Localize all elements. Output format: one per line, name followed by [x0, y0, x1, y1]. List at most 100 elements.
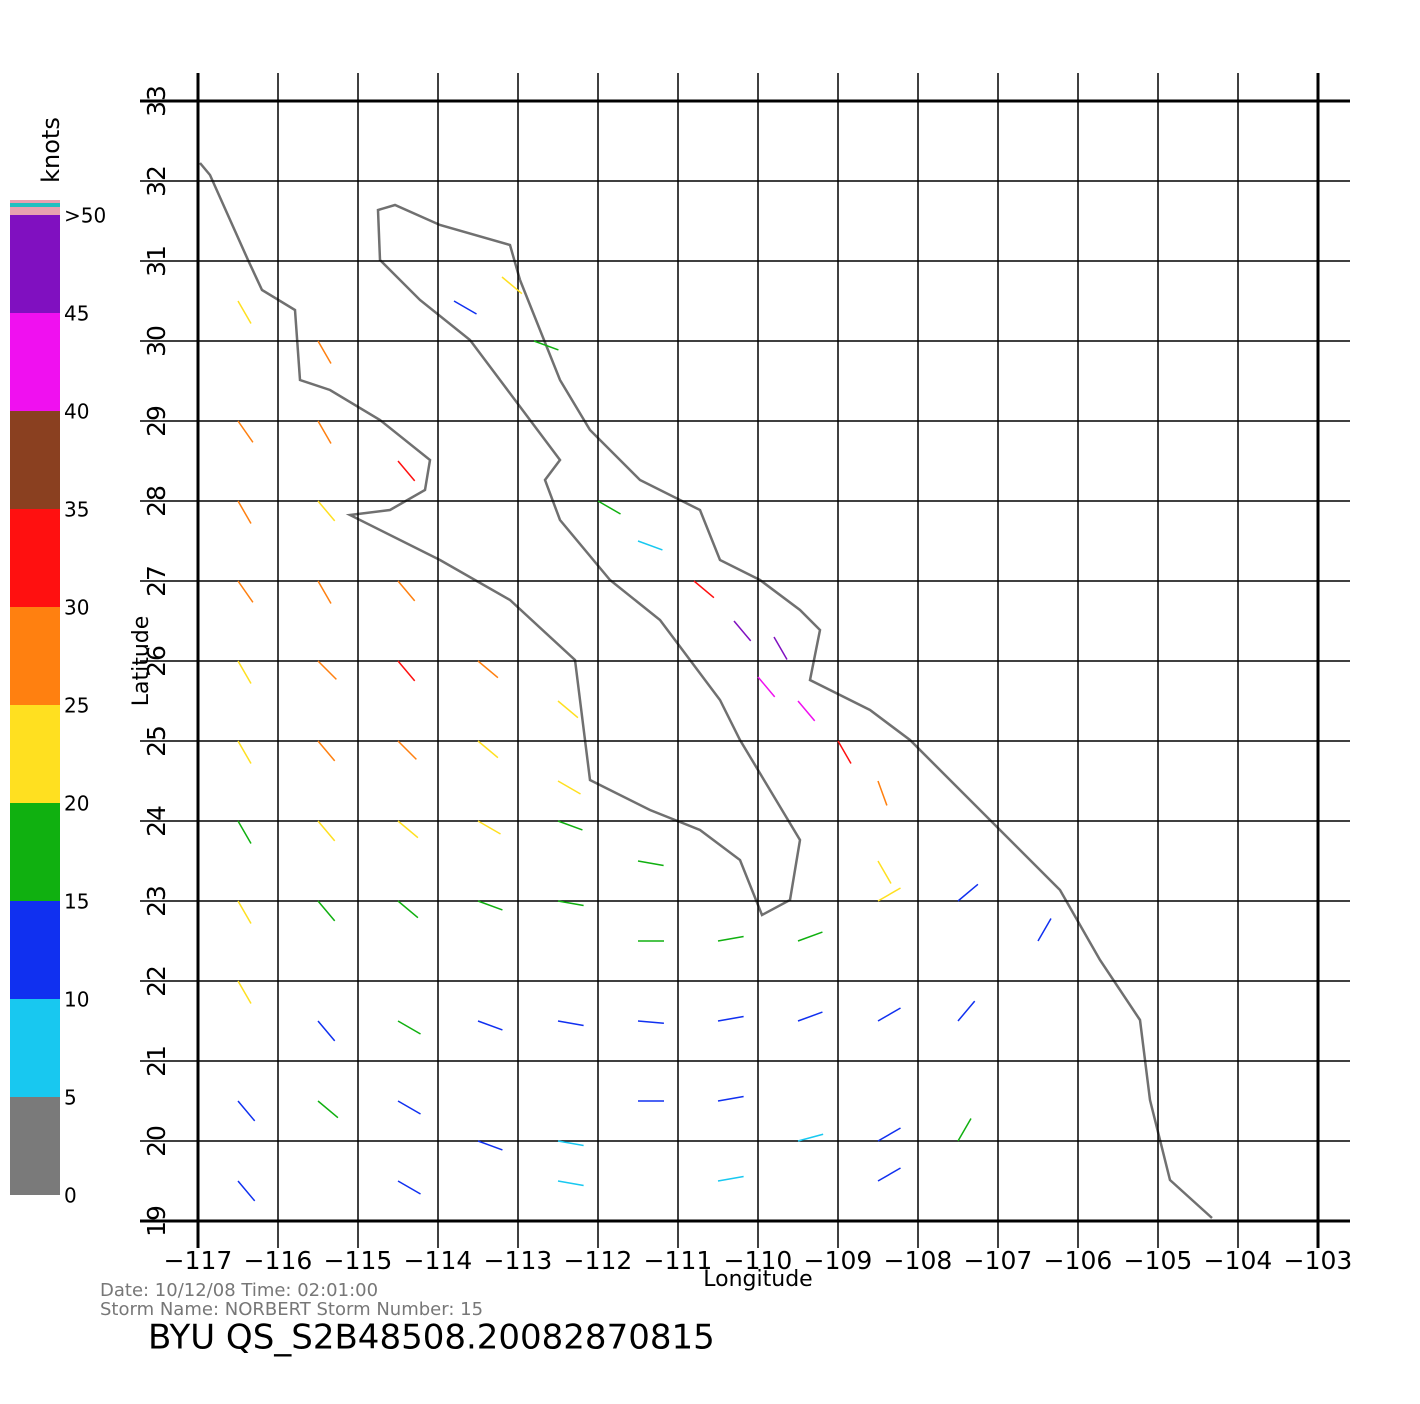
wind-vector	[317, 1020, 336, 1042]
wind-vector	[317, 500, 336, 522]
y-tick-label: 25	[142, 725, 171, 757]
mainland-coast	[518, 279, 1213, 1219]
wind-vector	[957, 1118, 972, 1142]
wind-vector	[397, 580, 416, 602]
wind-vector	[557, 700, 579, 719]
colorbar-top-stripe	[10, 203, 60, 207]
wind-vector	[877, 1167, 901, 1182]
wind-vector	[717, 1175, 744, 1182]
x-tick-label: −111	[644, 1246, 713, 1275]
wind-vector	[877, 860, 892, 884]
x-tick-label: −115	[324, 1246, 393, 1275]
wind-vector	[477, 820, 501, 835]
wind-vector	[597, 500, 621, 515]
colorbar-label: 25	[64, 694, 89, 718]
wind-vector	[877, 1007, 901, 1022]
colorbar-label: 30	[64, 596, 89, 620]
colorbar-segment	[10, 803, 60, 901]
wind-vector	[237, 660, 252, 684]
wind-vector	[797, 1133, 824, 1142]
colorbar-title: knots	[37, 117, 65, 183]
wind-vector	[317, 420, 332, 444]
wind-vector	[317, 740, 336, 762]
x-tick-label: −109	[804, 1246, 873, 1275]
storm-note: Storm Name: NORBERT Storm Number: 15	[100, 1299, 483, 1320]
wind-vector	[797, 931, 823, 942]
date-note: Date: 10/12/08 Time: 02:01:00	[100, 1280, 378, 1301]
x-axis-label: Longitude	[703, 1267, 812, 1292]
wind-vector	[317, 340, 332, 364]
wind-vector	[717, 935, 744, 942]
colorbar-label: 35	[64, 498, 89, 522]
wind-vector	[477, 1020, 503, 1031]
wind-vector	[317, 580, 332, 604]
wind-vector	[397, 1180, 421, 1195]
wind-vector	[237, 1100, 256, 1122]
wind-vector	[317, 660, 337, 680]
x-tick-label: −103	[1284, 1246, 1353, 1275]
peninsula-coast	[199, 162, 802, 917]
coastline	[199, 162, 1213, 1219]
colorbar-segment	[10, 1097, 60, 1195]
wind-vector	[877, 780, 888, 806]
wind-vector	[317, 820, 336, 842]
colorbar-top	[10, 200, 60, 215]
y-tick-label: 20	[142, 1125, 171, 1157]
wind-vector	[237, 1180, 256, 1202]
wind-vector	[397, 460, 416, 482]
x-tick-label: −112	[564, 1246, 633, 1275]
wind-vector	[797, 700, 816, 722]
wind-vector	[837, 740, 852, 764]
wind-vector	[557, 1020, 584, 1027]
y-tick-label: 24	[142, 805, 171, 837]
colorbar-label: 5	[64, 1086, 77, 1110]
wind-vector	[557, 780, 581, 795]
wind-vector	[957, 1000, 976, 1022]
wind-vector	[397, 660, 416, 682]
x-tick-label: −113	[484, 1246, 553, 1275]
wind-vector	[397, 820, 419, 839]
colorbar-label: 15	[64, 890, 89, 914]
wind-vector	[717, 1095, 744, 1102]
x-tick-label: −117	[164, 1246, 233, 1275]
y-tick-label: 23	[142, 885, 171, 917]
y-tick-label: 33	[142, 85, 171, 117]
wind-vector	[397, 740, 417, 760]
wind-vector	[397, 900, 419, 919]
wind-vector	[637, 1020, 664, 1025]
colorbar-label: 45	[64, 302, 89, 326]
x-tick-label: −116	[244, 1246, 313, 1275]
wind-vector	[877, 1127, 901, 1142]
wind-vector	[397, 1100, 421, 1115]
wind-vector	[637, 860, 664, 867]
colorbar-segment	[10, 705, 60, 803]
colorbar-segment	[10, 607, 60, 705]
wind-vector	[877, 887, 901, 902]
y-tick-label: 26	[142, 645, 171, 677]
x-tick-label: −110	[724, 1246, 793, 1275]
wind-vector	[477, 660, 499, 679]
wind-vector	[237, 740, 252, 764]
wind-vector	[797, 1011, 823, 1022]
y-tick-label: 29	[142, 405, 171, 437]
wind-vector	[501, 276, 523, 295]
colorbar-label: >50	[64, 204, 106, 228]
colorbar: 0 5 10 15 20 25 30 35 40 45 >50	[10, 200, 106, 1208]
x-tick-label: −107	[964, 1246, 1033, 1275]
wind-vectors	[237, 276, 1052, 1202]
wind-vector	[397, 1020, 421, 1035]
grid	[140, 73, 1350, 1248]
y-tick-label: 21	[142, 1045, 171, 1077]
y-axis-label: Latitude	[129, 616, 154, 707]
colorbar-segment	[10, 215, 60, 313]
wind-vector	[237, 980, 252, 1004]
wind-vector	[557, 1140, 584, 1147]
wind-vector	[317, 900, 336, 922]
y-tick-label: 28	[142, 485, 171, 517]
wind-vector	[557, 820, 583, 831]
wind-vector	[757, 676, 776, 698]
y-tick-label: 27	[142, 565, 171, 597]
wind-vector	[237, 900, 252, 924]
wind-vector	[237, 820, 252, 844]
